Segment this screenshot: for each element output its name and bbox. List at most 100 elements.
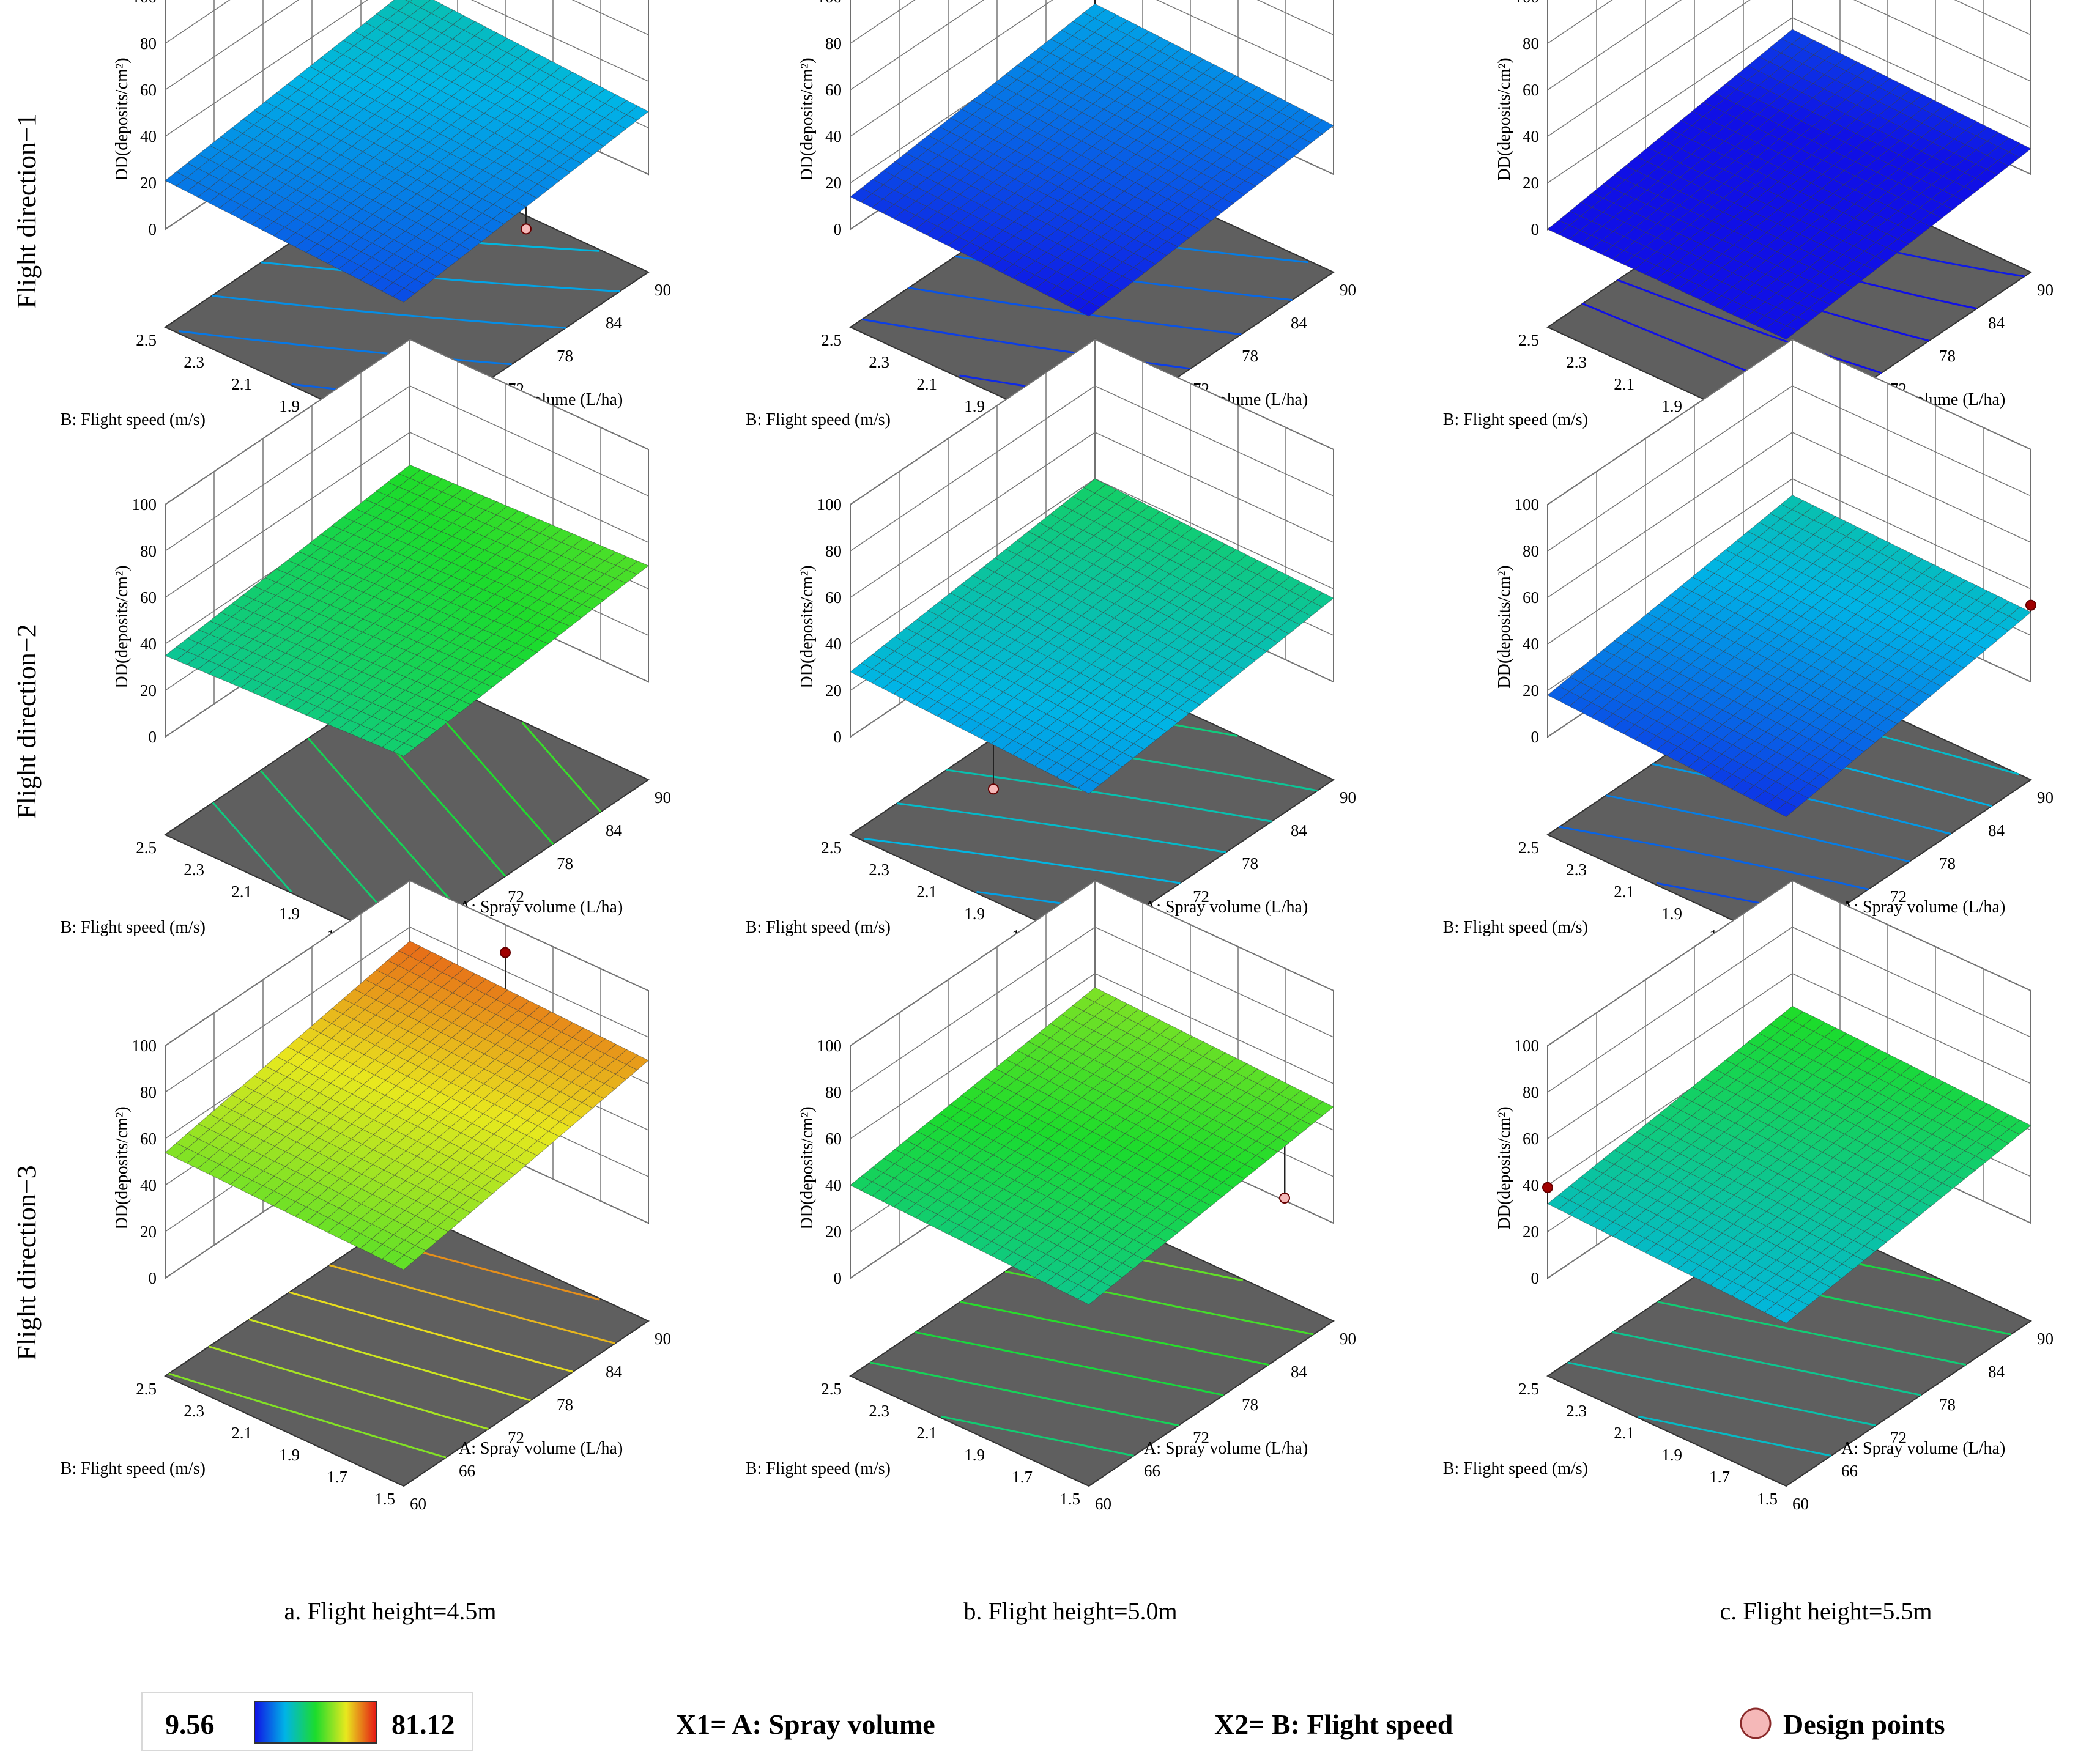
b-axis-title: B: Flight speed (m/s) [746, 1459, 891, 1478]
z-tick-label: 40 [825, 635, 842, 653]
z-tick-label: 40 [825, 1176, 842, 1194]
b-tick-label: 2.3 [869, 353, 889, 371]
b-tick-label: 1.9 [964, 904, 985, 923]
z-tick-label: 80 [1523, 542, 1539, 560]
a-tick-label: 90 [655, 1330, 671, 1348]
z-tick-label: 0 [834, 1269, 842, 1287]
z-tick-label: 80 [1523, 1083, 1539, 1101]
z-tick-label: 80 [140, 34, 157, 53]
legend-design-point-marker [1740, 1707, 1772, 1739]
b-tick-label: 2.3 [869, 1402, 889, 1420]
z-tick-label: 80 [825, 1083, 842, 1101]
z-tick-label: 100 [132, 0, 157, 6]
design-point [521, 223, 532, 235]
b-tick-label: 2.5 [136, 1380, 157, 1398]
z-tick-label: 20 [140, 174, 157, 192]
z-tick-label: 40 [1523, 127, 1539, 146]
z-tick-label: 0 [834, 728, 842, 746]
z-axis-title: DD(deposits/cm²) [113, 1106, 132, 1229]
surface-panel-r2c1: 020406080100DD(deposits/cm²)606672788490… [61, 338, 671, 972]
a-tick-label: 78 [1939, 854, 1956, 873]
legend-x2: X2= B: Flight speed [1214, 1709, 1453, 1740]
z-tick-label: 0 [149, 220, 157, 239]
a-tick-label: 60 [1095, 1495, 1111, 1513]
z-tick-label: 40 [825, 127, 842, 146]
a-tick-label: 84 [1988, 821, 2005, 840]
a-tick-label: 84 [1291, 1363, 1308, 1381]
row-label-3: Flight direction−3 [12, 1165, 42, 1360]
b-tick-label: 2.1 [916, 375, 937, 393]
b-tick-label: 2.1 [231, 882, 252, 901]
colorbar-min-label: 9.56 [165, 1709, 215, 1740]
b-tick-label: 2.5 [1518, 838, 1539, 857]
z-axis-title: DD(deposits/cm²) [113, 565, 132, 688]
a-tick-label: 78 [1242, 347, 1258, 365]
z-tick-label: 40 [1523, 1176, 1539, 1194]
a-tick-label: 90 [1340, 281, 1356, 299]
z-tick-label: 40 [140, 1176, 157, 1194]
z-axis-title: DD(deposits/cm²) [1495, 565, 1514, 688]
b-tick-label: 1.9 [279, 904, 300, 923]
z-tick-label: 20 [1523, 1223, 1539, 1241]
contour-line [521, 722, 602, 813]
design-point [1542, 1182, 1553, 1193]
contour-line [307, 738, 459, 909]
b-tick-label: 1.7 [1012, 1468, 1033, 1486]
z-gridline [850, 0, 1334, 91]
colorbar-max-label: 81.12 [391, 1709, 455, 1740]
b-tick-label: 2.3 [184, 353, 204, 371]
b-axis-title: B: Flight speed (m/s) [61, 410, 206, 429]
legend-x1: X1= A: Spray volume [676, 1709, 935, 1740]
b-tick-label: 2.5 [821, 1380, 842, 1398]
surface-cell [409, 0, 431, 8]
z-tick-label: 100 [1515, 1037, 1540, 1055]
z-gridline [850, 0, 1334, 137]
a-axis-title: A: Spray volume (L/ha) [1144, 898, 1308, 917]
z-tick-label: 100 [132, 495, 157, 514]
b-tick-label: 2.3 [869, 860, 889, 879]
z-tick-label: 80 [1523, 34, 1539, 53]
design-point [1279, 1193, 1290, 1204]
b-tick-label: 2.1 [231, 1424, 252, 1442]
z-tick-label: 80 [825, 542, 842, 560]
z-axis-title: DD(deposits/cm²) [798, 565, 817, 688]
contour-line [212, 802, 292, 893]
z-tick-label: 60 [825, 1130, 842, 1148]
b-tick-label: 2.5 [821, 838, 842, 857]
b-tick-label: 1.9 [1661, 397, 1682, 415]
b-tick-label: 2.3 [1566, 860, 1587, 879]
surface-panel-r1c3: 020406080100DD(deposits/cm²)606672788490… [1443, 0, 2054, 464]
b-tick-label: 2.5 [136, 838, 157, 857]
b-axis-title: B: Flight speed (m/s) [746, 410, 891, 429]
b-tick-label: 2.1 [916, 1424, 937, 1442]
b-tick-label: 2.5 [1518, 1380, 1539, 1398]
b-axis-title: B: Flight speed (m/s) [1443, 918, 1588, 937]
z-tick-label: 60 [825, 81, 842, 99]
z-tick-label: 0 [149, 728, 157, 746]
z-tick-label: 60 [1523, 81, 1539, 99]
b-tick-label: 1.5 [1757, 1490, 1778, 1508]
z-tick-label: 60 [140, 1130, 157, 1148]
b-tick-label: 2.5 [821, 331, 842, 349]
b-tick-label: 2.3 [1566, 353, 1587, 371]
z-tick-label: 80 [825, 34, 842, 53]
design-point [2025, 599, 2036, 611]
contour-line [1617, 279, 1882, 374]
z-tick-label: 100 [132, 1037, 157, 1055]
a-tick-label: 72 [508, 887, 524, 906]
surface-panel-r2c2: 020406080100DD(deposits/cm²)606672788490… [746, 338, 1356, 972]
surface-panels: 0 20 40 60 80 100 DD(deposits/cm²) 60 66 72 78 84 90… [61, 0, 2054, 1513]
z-gridline [165, 0, 649, 137]
z-tick-label: 100 [817, 0, 842, 6]
b-tick-label: 1.7 [327, 1468, 347, 1486]
a-tick-label: 66 [1841, 1462, 1858, 1480]
z-tick-label: 20 [1523, 174, 1539, 192]
a-tick-label: 90 [2037, 788, 2054, 807]
a-tick-label: 78 [1242, 1396, 1258, 1414]
a-tick-label: 90 [1340, 788, 1356, 807]
column-label-a: a. Flight height=4.5m [284, 1597, 497, 1625]
b-tick-label: 1.9 [964, 397, 985, 415]
z-tick-label: 40 [1523, 635, 1539, 653]
row-label-1: Flight direction−1 [12, 113, 42, 308]
a-axis-title: A: Spray volume (L/ha) [1841, 898, 2005, 917]
